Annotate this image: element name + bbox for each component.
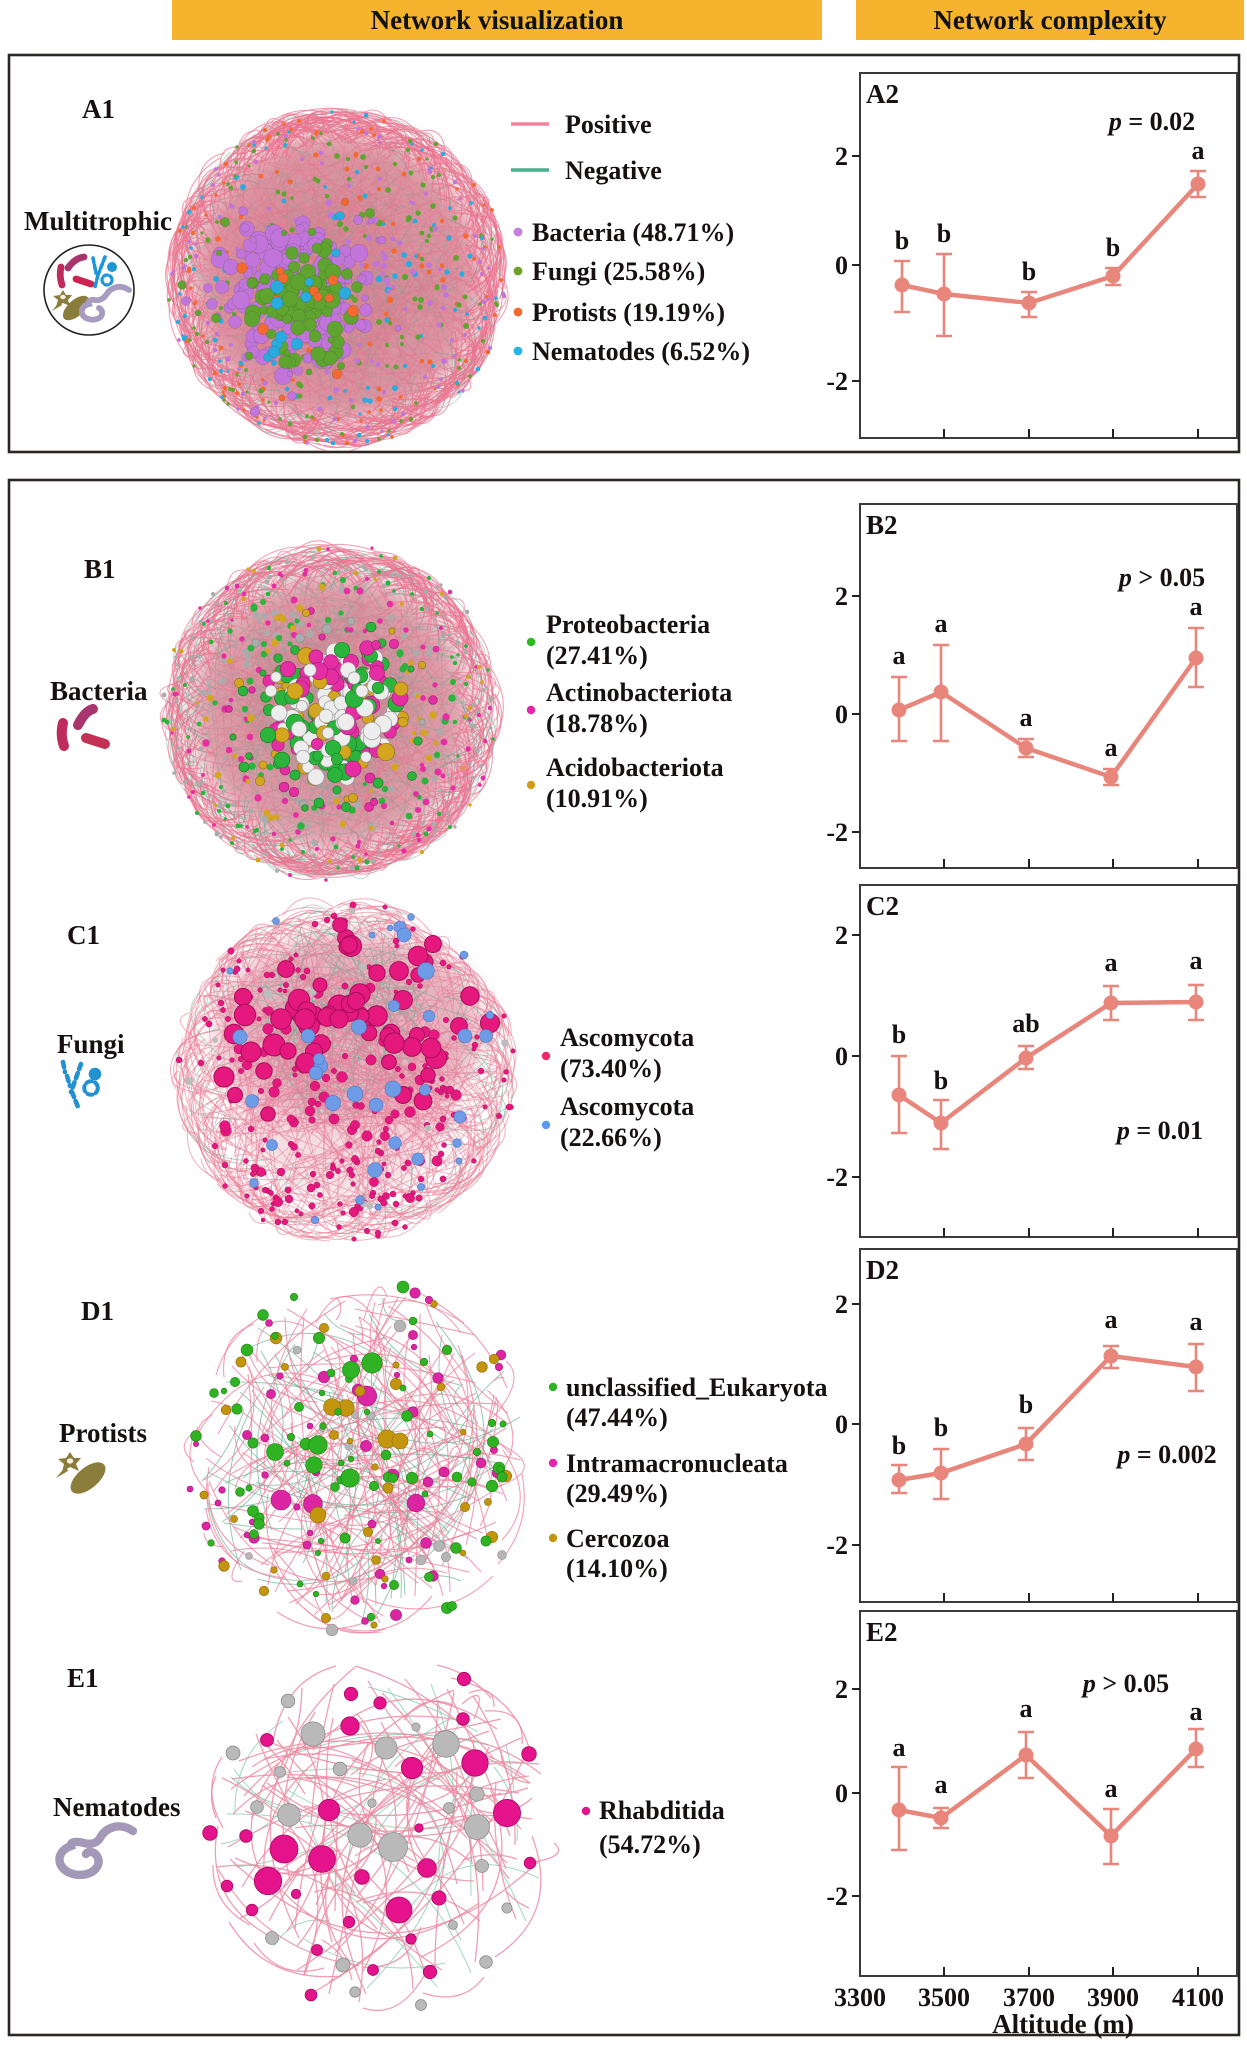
svg-text:b: b (1019, 1390, 1033, 1419)
svg-text:Actinobacteriota: Actinobacteriota (546, 678, 732, 707)
svg-text:(29.49%): (29.49%) (566, 1479, 668, 1508)
svg-text:(18.78%): (18.78%) (546, 709, 648, 738)
svg-text:3300: 3300 (834, 1983, 886, 2012)
svg-text:A1: A1 (82, 94, 115, 124)
svg-text:E2: E2 (866, 1617, 898, 1647)
svg-text:(14.10%): (14.10%) (566, 1554, 668, 1583)
svg-text:b: b (892, 1020, 906, 1049)
svg-text:a: a (935, 1770, 948, 1799)
svg-text:b: b (892, 1431, 906, 1460)
svg-text:-2: -2 (826, 367, 848, 396)
svg-text:3900: 3900 (1087, 1983, 1139, 2012)
svg-text:a: a (1105, 1774, 1118, 1803)
svg-text:p = 0.02: p = 0.02 (1107, 107, 1195, 136)
svg-text:D2: D2 (866, 1255, 899, 1285)
svg-text:b: b (934, 1413, 948, 1442)
svg-text:Proteobacteria: Proteobacteria (546, 610, 710, 639)
svg-text:Fungi (25.58%): Fungi (25.58%) (532, 257, 705, 286)
svg-text:(22.66%): (22.66%) (560, 1123, 662, 1152)
svg-text:2: 2 (835, 582, 848, 611)
svg-text:0: 0 (835, 1410, 848, 1439)
svg-text:Nematodes: Nematodes (53, 1792, 180, 1822)
svg-text:(27.41%): (27.41%) (546, 641, 648, 670)
svg-text:unclassified_Eukaryota: unclassified_Eukaryota (566, 1373, 828, 1402)
svg-text:B2: B2 (866, 510, 898, 540)
svg-text:0: 0 (835, 700, 848, 729)
svg-text:a: a (1192, 136, 1205, 165)
svg-text:Bacteria: Bacteria (50, 676, 148, 706)
svg-text:0: 0 (835, 251, 848, 280)
svg-text:(10.91%): (10.91%) (546, 784, 648, 813)
svg-text:Intramacronucleata: Intramacronucleata (566, 1449, 788, 1478)
svg-text:b: b (895, 226, 909, 255)
svg-text:a: a (1190, 1697, 1203, 1726)
svg-text:ab: ab (1012, 1009, 1039, 1038)
svg-text:a: a (1105, 733, 1118, 762)
svg-text:Network visualization: Network visualization (371, 5, 624, 35)
svg-text:E1: E1 (67, 1663, 99, 1693)
svg-text:b: b (1022, 257, 1036, 286)
svg-text:D1: D1 (81, 1296, 114, 1326)
svg-text:Protists: Protists (59, 1418, 147, 1448)
svg-text:a: a (1105, 1305, 1118, 1334)
svg-text:Positive: Positive (565, 110, 652, 139)
svg-text:Rhabditida: Rhabditida (599, 1796, 725, 1825)
svg-text:3700: 3700 (1003, 1983, 1055, 2012)
svg-text:Ascomycota: Ascomycota (560, 1023, 694, 1052)
svg-text:b: b (934, 1066, 948, 1095)
svg-text:a: a (893, 1733, 906, 1762)
svg-text:a: a (1190, 592, 1203, 621)
svg-text:Multitrophic: Multitrophic (24, 206, 172, 236)
svg-text:Acidobacteriota: Acidobacteriota (546, 753, 724, 782)
svg-text:p > 0.05: p > 0.05 (1081, 1669, 1169, 1698)
svg-text:A2: A2 (866, 79, 899, 109)
svg-text:a: a (1105, 948, 1118, 977)
svg-text:p = 0.002: p = 0.002 (1115, 1440, 1216, 1469)
svg-text:-2: -2 (826, 1531, 848, 1560)
svg-text:2: 2 (835, 142, 848, 171)
svg-text:Negative: Negative (565, 156, 662, 185)
svg-text:-2: -2 (826, 1882, 848, 1911)
svg-text:0: 0 (835, 1779, 848, 1808)
svg-text:Network complexity: Network complexity (933, 5, 1167, 35)
svg-text:(47.44%): (47.44%) (566, 1403, 668, 1432)
svg-text:4100: 4100 (1172, 1983, 1224, 2012)
svg-text:Ascomycota: Ascomycota (560, 1092, 694, 1121)
svg-text:2: 2 (835, 1290, 848, 1319)
svg-text:p > 0.05: p > 0.05 (1117, 563, 1205, 592)
svg-text:a: a (1020, 703, 1033, 732)
svg-text:(54.72%): (54.72%) (599, 1830, 701, 1859)
svg-text:0: 0 (835, 1042, 848, 1071)
svg-text:b: b (937, 219, 951, 248)
svg-text:a: a (1190, 1307, 1203, 1336)
svg-text:a: a (893, 641, 906, 670)
svg-text:a: a (1020, 1694, 1033, 1723)
svg-text:2: 2 (835, 1675, 848, 1704)
svg-text:-2: -2 (826, 818, 848, 847)
svg-text:Protists (19.19%): Protists (19.19%) (532, 298, 725, 327)
svg-text:C1: C1 (67, 920, 100, 950)
svg-text:Nematodes (6.52%): Nematodes (6.52%) (532, 337, 750, 366)
svg-text:b: b (1106, 233, 1120, 262)
svg-text:Bacteria (48.71%): Bacteria (48.71%) (532, 218, 734, 247)
svg-text:B1: B1 (84, 554, 116, 584)
svg-text:a: a (1190, 946, 1203, 975)
svg-text:-2: -2 (826, 1163, 848, 1192)
svg-text:p = 0.01: p = 0.01 (1115, 1116, 1203, 1145)
svg-text:C2: C2 (866, 891, 899, 921)
svg-text:Cercozoa: Cercozoa (566, 1524, 669, 1553)
svg-text:3500: 3500 (918, 1983, 970, 2012)
svg-text:2: 2 (835, 921, 848, 950)
svg-text:a: a (935, 609, 948, 638)
svg-text:Altitude (m): Altitude (m) (992, 2009, 1134, 2039)
svg-text:(73.40%): (73.40%) (560, 1054, 662, 1083)
svg-text:Fungi: Fungi (57, 1029, 125, 1059)
